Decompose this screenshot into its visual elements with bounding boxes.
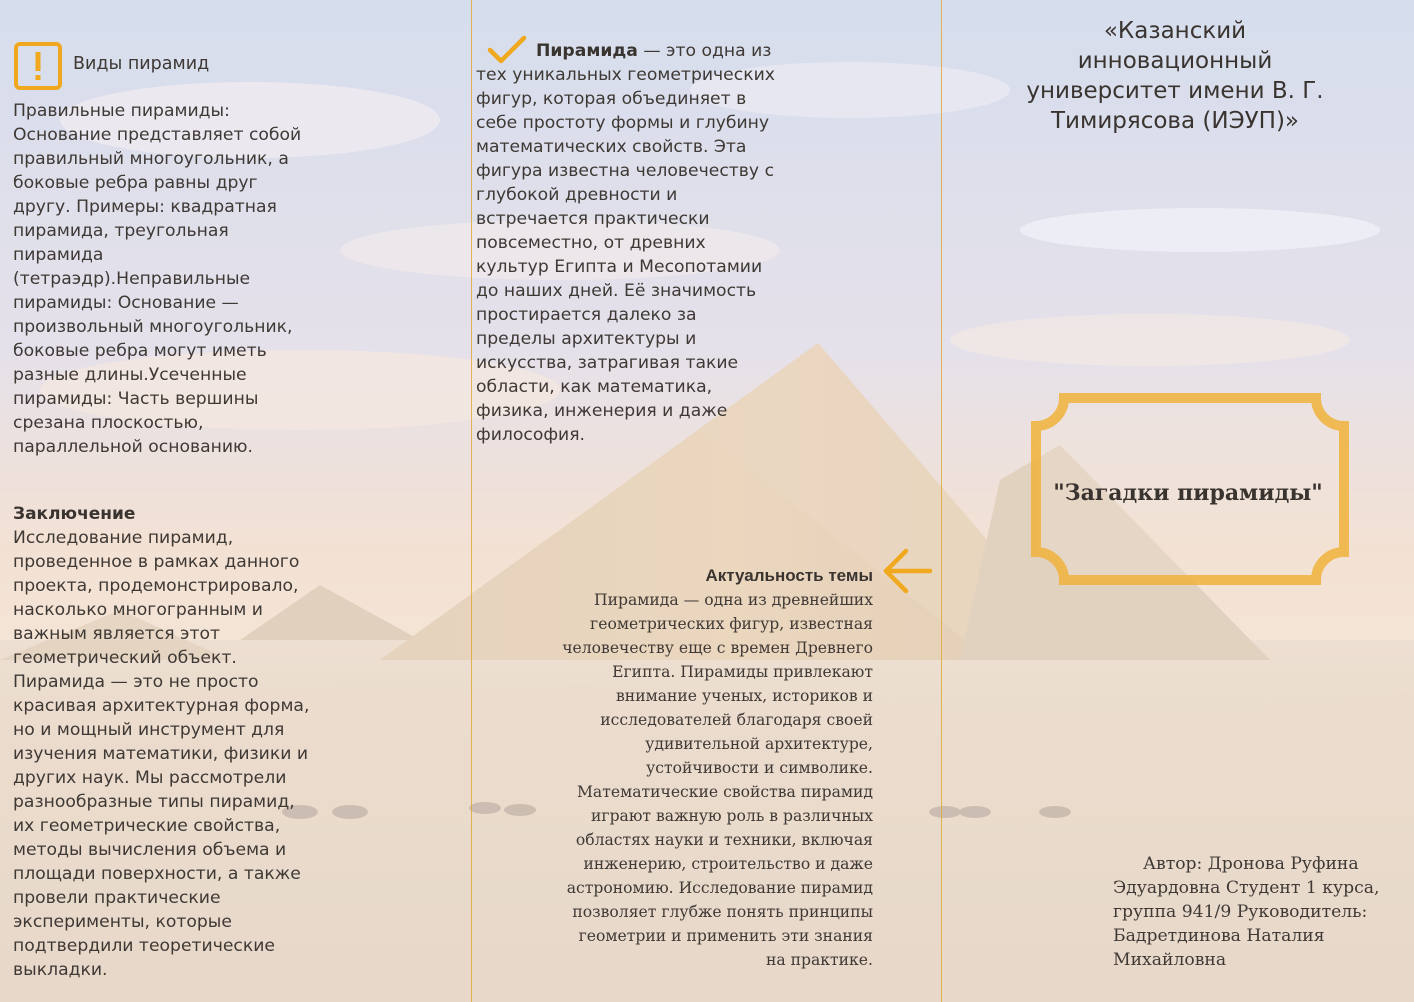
conclusion-heading: Заключение xyxy=(13,504,136,524)
conclusion-body-text: Исследование пирамид, проведенное в рамк… xyxy=(13,528,310,980)
panel-divider-right xyxy=(941,0,942,1002)
relevance-heading: Актуальность темы xyxy=(705,566,873,585)
pyramid-term: Пирамида xyxy=(536,41,638,61)
pyramid-intro-text: Пирамида — это одна из тех уникальных ге… xyxy=(476,39,776,447)
types-heading: Виды пирамид xyxy=(73,54,210,74)
checkmark-icon xyxy=(487,35,527,64)
relevance-body-text: Пирамида — одна из древнейших геометриче… xyxy=(562,591,873,969)
university-name: «Казанский инновационный университет име… xyxy=(1026,18,1324,134)
arrow-left-icon xyxy=(883,548,932,594)
author-info: Автор: Дронова Руфина Эдуардовна Студент… xyxy=(1113,854,1380,970)
brochure-title: "Загадки пирамиды" xyxy=(1053,480,1323,506)
title-frame xyxy=(1031,393,1349,585)
panel-divider-left xyxy=(471,0,472,1002)
warning-icon xyxy=(14,42,62,90)
pyramid-intro-rest: — это одна из тех уникальных геометричес… xyxy=(476,41,775,445)
types-body-text: Правильные пирамиды: Основание представл… xyxy=(13,101,302,457)
